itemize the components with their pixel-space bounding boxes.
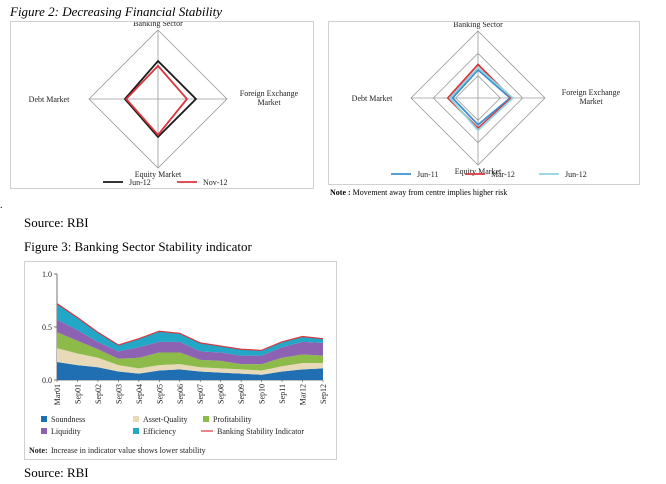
figure2-source: Source: RBI xyxy=(24,215,89,230)
x-tick-label: Sep11 xyxy=(278,384,287,404)
radar-axis-label: Market xyxy=(579,97,603,106)
area-series-soundness xyxy=(57,361,323,380)
radar-note-text: Movement away from centre implies higher… xyxy=(352,188,508,197)
legend-label: Profitability xyxy=(213,415,252,424)
radar-axis-label: Equity Market xyxy=(455,167,502,176)
figure2-title: Figure 2: Decreasing Financial Stability xyxy=(10,4,223,19)
x-tick-label: Sep01 xyxy=(73,384,82,404)
radar-axis-label: Banking Sector xyxy=(133,22,183,28)
radar-axis-label: Banking Sector xyxy=(453,22,503,29)
banking-stability-line xyxy=(56,303,324,351)
legend-swatch xyxy=(41,428,47,434)
area-series-asset-quality xyxy=(57,348,323,375)
x-tick-label: Sep06 xyxy=(176,384,185,404)
legend-label: Efficiency xyxy=(143,427,176,436)
area-series-profitability xyxy=(57,332,323,371)
x-tick-label: Sep09 xyxy=(237,384,246,404)
figure3-source: Source: RBI xyxy=(24,465,89,480)
x-tick-label: Sep04 xyxy=(135,384,144,404)
legend-swatch xyxy=(203,416,209,422)
radar-series-Nov-12 xyxy=(125,64,189,137)
radar-panel-left: Banking Sector Foreign Exchange Market Equi… xyxy=(10,19,314,189)
x-tick-label: Mar01 xyxy=(53,384,62,405)
radar-note: Note : Movement away from centre implies… xyxy=(330,188,507,197)
legend-label: Mar-12 xyxy=(491,170,515,179)
radar-axis-label: Foreign Exchange xyxy=(562,88,621,97)
legend-label: Soundness xyxy=(51,415,85,424)
radar-axis-label: Foreign Exchange xyxy=(240,89,299,98)
legend-swatch xyxy=(133,428,139,434)
x-tick-label: Sep10 xyxy=(258,384,267,404)
figure3-title: Figure 3: Banking Sector Stability indic… xyxy=(24,239,252,254)
radar-note-label: Note : xyxy=(330,188,351,197)
legend-label: Liquidity xyxy=(51,427,81,436)
radar-series-Jun-12 xyxy=(448,66,515,132)
legend-label: Jun-12 xyxy=(129,178,151,187)
y-tick-label: 0.5 xyxy=(42,323,52,332)
radar-axis-label: Debt Market xyxy=(29,95,70,104)
radar-axis-label: Market xyxy=(257,98,281,107)
x-tick-label: Sep02 xyxy=(94,384,103,404)
legend-label: Jun-12 xyxy=(565,170,587,179)
radar-series-Jun-12 xyxy=(123,59,198,139)
x-tick-label: Sep03 xyxy=(114,384,123,404)
y-tick-label: 1.0 xyxy=(42,270,52,279)
radar-axis-label: Debt Market xyxy=(352,94,393,103)
x-tick-label: Sep07 xyxy=(196,384,205,404)
radar-axis-label: Equity Market xyxy=(135,170,182,179)
chart-note-text: Increase in indicator value shows lower … xyxy=(51,446,206,455)
radar-panel-right: Banking Sector Foreign Exchange Market Equi… xyxy=(328,20,640,185)
x-tick-label: Mar12 xyxy=(299,384,308,405)
y-tick-label: 0.0 xyxy=(42,376,52,385)
x-tick-label: Sep12 xyxy=(319,384,328,404)
area-series-efficiency xyxy=(57,303,323,356)
legend-label: Nov-12 xyxy=(203,178,227,187)
x-tick-label: Sep05 xyxy=(155,384,164,404)
legend-swatch xyxy=(133,416,139,422)
area-series-liquidity xyxy=(57,319,323,365)
stability-chart-panel: 1.0 0.5 0.0 Mar01 Sep01 Sep02 Sep03 Sep04 Sep05 S… xyxy=(24,261,337,460)
stray-dot: . xyxy=(0,200,3,211)
legend-label: Jun-11 xyxy=(417,170,438,179)
legend-swatch xyxy=(41,416,47,422)
legend-label: Banking Stability Indicator xyxy=(217,427,304,436)
radar-series-Jun-11 xyxy=(451,68,512,127)
chart-note-label: Note: xyxy=(29,446,48,455)
x-tick-label: Sep08 xyxy=(217,384,226,404)
legend-label: Asset-Quality xyxy=(143,415,187,424)
